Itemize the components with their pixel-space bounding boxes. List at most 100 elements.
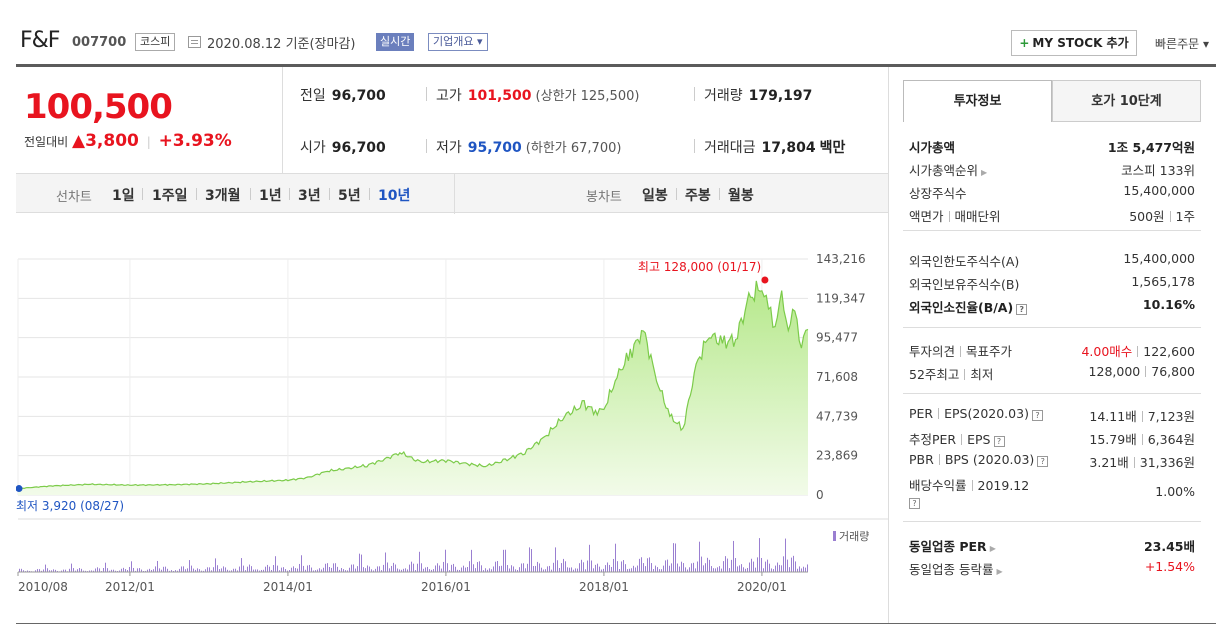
- market-cap-rank-row[interactable]: 시가총액순위 ▶ 코스피 133위: [903, 157, 1201, 180]
- volume-bar: [663, 565, 664, 572]
- tab-investment-info[interactable]: 투자정보: [903, 80, 1052, 122]
- tab-1day[interactable]: 1일: [112, 188, 135, 204]
- tab-1week[interactable]: 1주일: [152, 188, 188, 204]
- low-annotation: 최저 3,920 (08/27): [16, 499, 124, 513]
- volume-bar: [483, 570, 484, 572]
- volume-bar: [465, 567, 466, 572]
- volume-bar: [247, 566, 248, 572]
- company-overview-dropdown[interactable]: 기업개요 ▾: [428, 33, 488, 51]
- volume-bar: [231, 570, 232, 572]
- tab-quote-10[interactable]: 호가 10단계: [1052, 80, 1201, 122]
- tab-3year[interactable]: 3년: [298, 188, 321, 204]
- volume-bar: [119, 570, 120, 572]
- foreign-hold-label: 외국인보유주식수(B): [909, 277, 1020, 292]
- volume-bar: [335, 563, 336, 572]
- market-badge: 코스피: [135, 33, 176, 51]
- volume-bar: [243, 565, 244, 572]
- volume-bar: [513, 566, 514, 572]
- help-icon[interactable]: ?: [993, 436, 1005, 447]
- volume-bar: [91, 570, 92, 572]
- volume-bar: [375, 568, 376, 572]
- add-mystock-button[interactable]: + MY STOCK 추가: [1011, 30, 1137, 56]
- volume-bar: [591, 560, 592, 572]
- help-icon[interactable]: ?: [909, 498, 920, 509]
- volume-bar: [279, 570, 280, 572]
- tab-daily[interactable]: 일봉: [642, 188, 668, 204]
- volume-bar: [215, 558, 216, 572]
- volume-bar: [475, 568, 476, 572]
- volume-bar: [469, 561, 470, 572]
- volume-bar: [195, 569, 196, 572]
- foreign-ratio-label-wrap: 외국인소진율(B/A)?: [909, 297, 1028, 316]
- volume-bar: [759, 538, 760, 572]
- volume-bar: [557, 560, 558, 572]
- help-icon[interactable]: ?: [1016, 304, 1028, 315]
- volume-bar: [755, 567, 756, 572]
- help-icon[interactable]: ?: [1037, 456, 1049, 467]
- volume-bar: [353, 564, 354, 572]
- tab-10year[interactable]: 10년: [378, 188, 411, 204]
- volume-bar: [673, 543, 674, 572]
- volume-bar: [103, 568, 104, 572]
- volume-bar: [315, 570, 316, 572]
- tab-1year[interactable]: 1년: [259, 188, 282, 204]
- volume-bar: [241, 558, 242, 572]
- volume-bar: [701, 556, 702, 572]
- volume-bar: [43, 569, 44, 572]
- dividend-row: 배당수익률 2019.12? 1.00%: [903, 472, 1201, 510]
- volume-bar: [669, 565, 670, 572]
- volume-bar: [453, 563, 454, 572]
- volume-bar: [657, 567, 658, 572]
- volume-bar: [381, 570, 382, 572]
- dividend-label-wrap: 배당수익률 2019.12?: [909, 475, 1029, 509]
- opinion-wrap: 4.00매수 122,600: [1081, 341, 1195, 360]
- tab-weekly[interactable]: 주봉: [685, 188, 711, 204]
- week52-low-value: 76,800: [1151, 364, 1195, 379]
- per-value: 14.11배: [1089, 409, 1137, 424]
- volume-bar: [767, 559, 768, 572]
- volume-bar: [323, 567, 324, 572]
- current-price-panel: 100,500 전일대비 ▲3,800 | +3.93%: [16, 67, 283, 173]
- volume-bar: [705, 563, 706, 572]
- volume-bar: [223, 566, 224, 572]
- eps-label: EPS(2020.03): [944, 406, 1029, 421]
- realtime-button[interactable]: 실시간: [376, 33, 415, 51]
- volume-bar: [703, 565, 704, 572]
- market-cap-rank-value: 코스피 133위: [1121, 163, 1195, 178]
- volume-bar: [219, 569, 220, 572]
- volume-bar: [333, 563, 334, 572]
- tab-3month[interactable]: 3개월: [205, 188, 241, 204]
- help-icon[interactable]: ?: [1031, 410, 1043, 421]
- volume-bar: [489, 568, 490, 572]
- volume-bar: [615, 543, 616, 572]
- volume-bar: [457, 569, 458, 572]
- tab-5year[interactable]: 5년: [338, 188, 361, 204]
- volume-bar: [539, 563, 540, 572]
- volume-bar: [503, 549, 504, 572]
- volume-bar: [779, 564, 780, 572]
- volume-bar: [167, 568, 168, 572]
- header-divider: [16, 64, 1216, 67]
- volume-bar: [775, 565, 776, 572]
- volume-bar: [511, 565, 512, 572]
- volume-bar: [187, 568, 188, 572]
- x-tick-label: 2016/01: [421, 580, 471, 594]
- volume-bar: [373, 570, 374, 572]
- sector-rate-row[interactable]: 동일업종 등락률 ▶ +1.54%: [903, 556, 1201, 579]
- volume-bar: [139, 568, 140, 572]
- volume-bar: [435, 565, 436, 572]
- volume-bar: [499, 566, 500, 572]
- volume-bar: [61, 570, 62, 572]
- sector-per-row[interactable]: 동일업종 PER ▶ 23.45배: [903, 533, 1201, 556]
- quick-order-dropdown[interactable]: 빠른주문 ▾: [1155, 37, 1209, 51]
- volume-bar: [411, 561, 412, 572]
- volume-bar: [421, 563, 422, 572]
- week52-wrap: 128,000 76,800: [1089, 364, 1195, 379]
- tab-monthly[interactable]: 월봉: [728, 188, 754, 204]
- volume-bar: [733, 540, 734, 572]
- trade-unit-value: 1주: [1175, 209, 1195, 224]
- volume-bar: [691, 563, 692, 572]
- volume-bar: [47, 568, 48, 572]
- volume-bar: [161, 569, 162, 572]
- volume-bar: [41, 570, 42, 572]
